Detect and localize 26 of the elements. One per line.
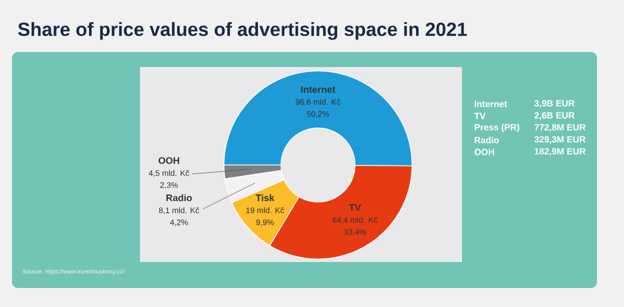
text: Radio bbox=[474, 136, 499, 144]
text: 182,9M EUR bbox=[534, 148, 586, 156]
text: 50,2% bbox=[306, 111, 330, 118]
chart-title: Share of price values of advertising space in 2021 bbox=[18, 22, 467, 40]
text: Press (PR) bbox=[474, 124, 520, 132]
text: 3,9B EUR bbox=[534, 100, 575, 108]
slice-label: TV bbox=[349, 204, 362, 211]
data-label: 96,6 mld. Kč bbox=[296, 98, 340, 106]
slice-label: OOH bbox=[158, 157, 180, 164]
text: 2,6B EUR bbox=[534, 112, 575, 120]
slice-label: Tisk bbox=[256, 194, 274, 202]
data-label: 4,5 mld. Kč bbox=[148, 170, 190, 177]
data-label: 64,4 mld. Kč bbox=[332, 216, 378, 224]
data-label: 8,1 mld. Kč bbox=[158, 207, 200, 214]
text: 2,3% bbox=[160, 182, 178, 189]
text: 772,8M EUR bbox=[534, 124, 586, 132]
text: 329,3M EUR bbox=[534, 136, 586, 144]
text: Internet bbox=[474, 100, 508, 108]
slice-label: Internet bbox=[301, 86, 336, 93]
text: OOH bbox=[474, 148, 494, 156]
text: 4,2% bbox=[170, 219, 188, 226]
slice-label: Radio bbox=[166, 194, 192, 202]
text: 33,4% bbox=[344, 229, 366, 236]
text: TV bbox=[474, 112, 486, 120]
data-label: 19 mld. Kč bbox=[246, 207, 284, 214]
text: 9,9% bbox=[256, 219, 274, 226]
